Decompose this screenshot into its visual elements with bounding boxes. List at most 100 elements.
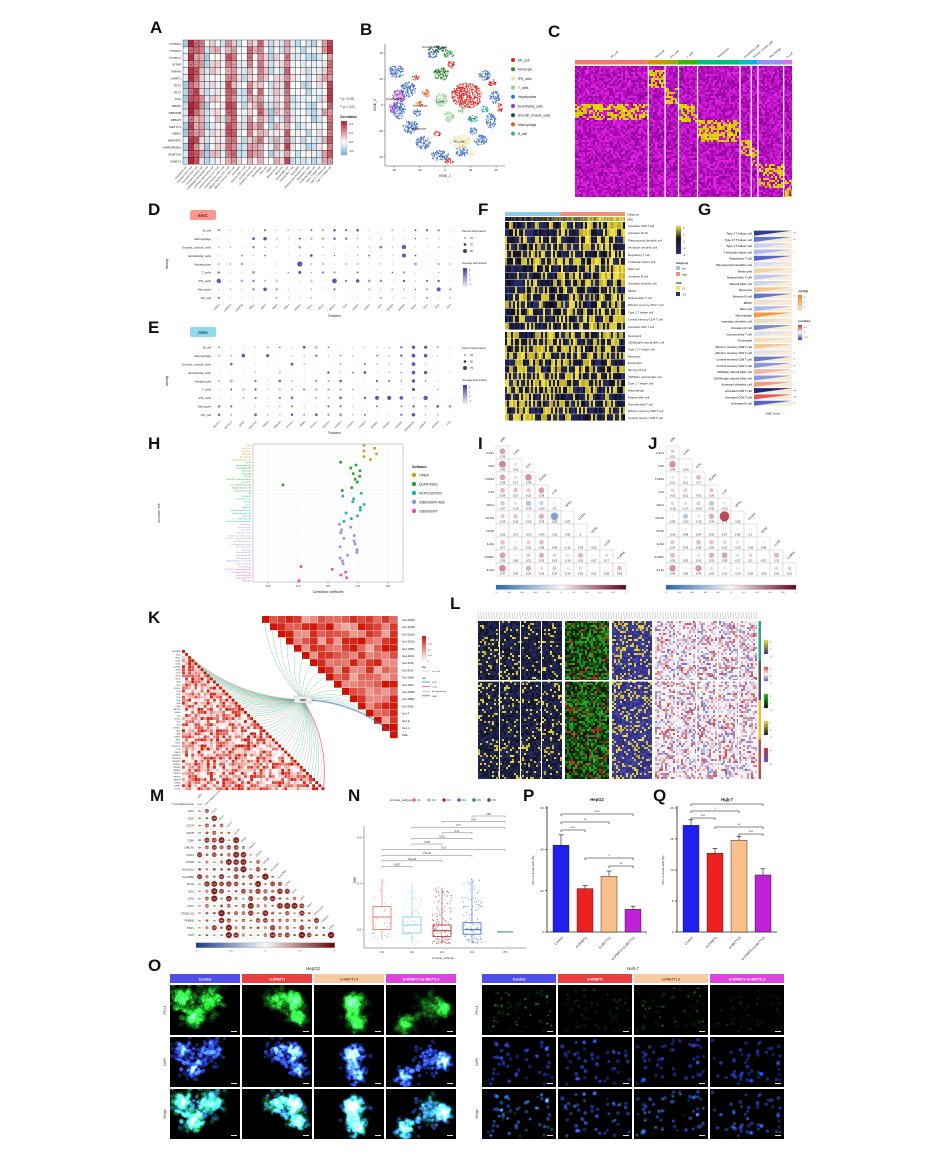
dot [455, 94, 457, 96]
corr-cell [268, 115, 275, 123]
dot [487, 72, 489, 74]
dot [398, 108, 400, 111]
dot [461, 97, 464, 99]
dot [407, 121, 409, 123]
dot [391, 111, 393, 113]
dot [442, 75, 445, 77]
dot [471, 83, 473, 85]
dot [431, 48, 434, 51]
sig-star: ** [195, 42, 197, 46]
corr-cell [257, 39, 264, 48]
hla-cell [390, 644, 398, 652]
dot [486, 121, 488, 123]
dot [498, 98, 500, 100]
dot [414, 121, 416, 123]
dot [229, 263, 232, 265]
dot [391, 246, 393, 248]
dot [462, 93, 464, 95]
corr-cell [665, 471, 680, 486]
gene-label: TET2 [173, 90, 181, 94]
sig-star: * [276, 139, 277, 143]
dot [402, 110, 404, 112]
dot [414, 77, 416, 79]
corr-cell [220, 129, 226, 137]
dot [445, 78, 447, 80]
dot [432, 154, 434, 156]
dot [458, 143, 460, 145]
corr-cell [508, 484, 523, 499]
legend-label: Hepatocytes [518, 95, 537, 99]
corr-cell [193, 53, 200, 61]
dot [462, 142, 464, 144]
checkpoint-cell [200, 701, 204, 705]
dot [462, 151, 464, 153]
dot [376, 372, 378, 373]
dot [393, 70, 395, 73]
dot [467, 86, 470, 88]
dot [217, 229, 220, 232]
dot [443, 54, 446, 56]
dot [442, 73, 445, 75]
dot [275, 246, 278, 248]
dot [448, 116, 450, 119]
corr-cell [316, 88, 323, 96]
dot [402, 84, 404, 86]
dot [411, 387, 416, 392]
dot [440, 68, 442, 70]
checkpoint-cell [206, 711, 210, 714]
dot [444, 96, 446, 98]
corr-cell [311, 101, 317, 110]
dot [404, 130, 406, 132]
dot [411, 89, 414, 91]
sig-star: * [287, 77, 288, 81]
dot [399, 75, 402, 77]
dot [494, 83, 497, 85]
dot [500, 108, 502, 111]
corr-cell [327, 122, 333, 130]
hla-cell [318, 630, 326, 638]
colorbar-tick: -0.2 [349, 149, 354, 153]
corr-cell [230, 129, 237, 137]
checkpoint-cell [234, 714, 238, 717]
dot [468, 105, 471, 108]
checkpoint-label: CD27 [176, 673, 180, 675]
dot [513, 462, 518, 466]
dot [379, 279, 382, 283]
corr-value: 0.16 [709, 572, 715, 576]
corr-cell [225, 67, 232, 75]
dot [426, 296, 428, 299]
dot [472, 88, 474, 90]
checkpoint-cell [200, 720, 204, 723]
corr-cell [273, 81, 280, 89]
hla-cell [390, 616, 398, 623]
dot [392, 97, 394, 99]
corr-cell [321, 129, 328, 137]
checkpoint-cell [206, 686, 210, 690]
dot [490, 74, 492, 77]
dot [379, 245, 383, 249]
dot [461, 96, 463, 99]
dot [468, 96, 470, 98]
corr-cell [268, 81, 275, 89]
dot [442, 75, 445, 77]
dot [478, 93, 481, 95]
corr-cell [284, 157, 291, 165]
checkpoint-label: CD86 [176, 703, 180, 705]
corr-cell [295, 115, 301, 123]
dot [474, 101, 476, 103]
data-point [355, 550, 359, 554]
corr-cell [547, 497, 562, 512]
dot [473, 154, 475, 156]
dot [403, 109, 405, 111]
checkpoint-cell [194, 701, 198, 705]
sig-star: * [260, 125, 261, 129]
dot [464, 93, 466, 96]
corr-cell [316, 108, 323, 117]
dot [287, 271, 289, 274]
dot [460, 144, 462, 147]
hla-label: HLA-DQA2 [402, 632, 416, 636]
checkpoint-cell [216, 686, 219, 690]
dot [393, 74, 395, 76]
dot [455, 148, 457, 150]
identity-label: Smooth_muscle_cells [182, 245, 212, 249]
